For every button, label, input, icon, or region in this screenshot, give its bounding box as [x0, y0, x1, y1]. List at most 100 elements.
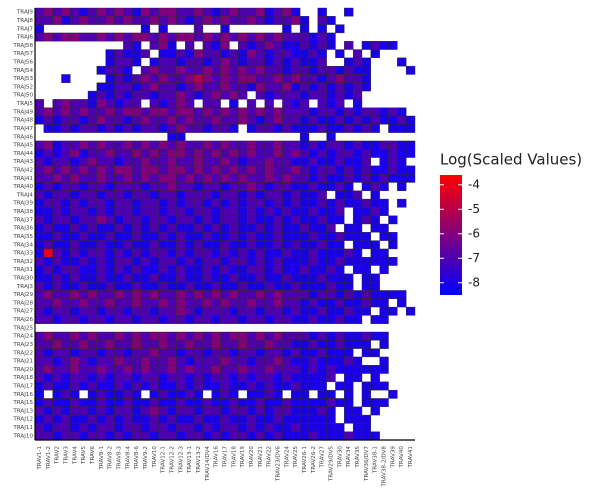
- heat-cell: [185, 298, 195, 308]
- heat-cell: [185, 248, 195, 258]
- heat-cell: [308, 257, 318, 266]
- heat-cell: [238, 190, 248, 200]
- x-tick-label: TRAV41: [408, 446, 414, 469]
- heat-cell: [335, 257, 345, 266]
- heat-cell: [335, 198, 345, 208]
- heat-cell: [52, 182, 62, 191]
- heat-cell: [335, 165, 345, 175]
- heat-cell: [211, 173, 221, 183]
- heat-cell: [105, 198, 115, 208]
- heat-cell: [255, 389, 265, 399]
- heat-cell: [282, 315, 292, 324]
- heat-cell: [149, 331, 159, 341]
- heat-cell: [78, 165, 89, 175]
- heat-cell: [132, 124, 142, 133]
- heat-cell: [273, 356, 283, 366]
- heat-cell: [326, 74, 336, 83]
- heat-cell: [202, 298, 212, 308]
- heat-cell: [291, 157, 301, 167]
- heat-cell: [246, 389, 257, 399]
- heat-cell: [70, 373, 80, 383]
- heat-cell: [255, 49, 265, 59]
- heat-cell: [344, 82, 354, 92]
- heat-cell: [308, 115, 318, 125]
- x-tick-label: TRAV13-2: [196, 446, 202, 474]
- heat-cell: [326, 223, 336, 233]
- heat-cell: [193, 107, 204, 117]
- heat-cell: [87, 173, 98, 183]
- heat-cell: [317, 265, 327, 275]
- heat-cell: [78, 340, 89, 349]
- heat-cell: [238, 149, 248, 158]
- heat-cell: [70, 248, 80, 258]
- heat-cell: [273, 306, 283, 316]
- heat-cell: [114, 257, 124, 266]
- heat-cell: [185, 340, 195, 349]
- heat-cell: [78, 140, 89, 150]
- heat-cell: [43, 149, 53, 158]
- heat-cell: [176, 423, 186, 432]
- heat-cell: [299, 273, 310, 283]
- heat-cell: [211, 356, 221, 366]
- heat-cell: [87, 298, 98, 308]
- heat-cell: [220, 140, 230, 150]
- heat-cell: [326, 356, 336, 366]
- heat-cell: [52, 240, 62, 250]
- heat-cell: [326, 165, 336, 175]
- heat-cell: [317, 124, 327, 133]
- heat-cell: [379, 232, 389, 241]
- heat-cell: [61, 273, 71, 283]
- heat-cell: [114, 389, 124, 399]
- heat-cell: [123, 331, 133, 341]
- heat-cell: [96, 290, 106, 299]
- heat-cell: [185, 215, 195, 225]
- heat-cell: [149, 290, 159, 299]
- heat-cell: [96, 99, 106, 108]
- heat-cell: [105, 157, 115, 167]
- heat-cell: [238, 74, 248, 83]
- heat-cell: [361, 398, 372, 407]
- heat-cell: [370, 365, 380, 374]
- heat-cell: [238, 265, 248, 275]
- heat-cell: [185, 315, 195, 324]
- y-tick-label: TRAJ9: [16, 10, 34, 16]
- heat-cell: [282, 99, 292, 108]
- heat-cell: [246, 298, 257, 308]
- heat-cell: [317, 240, 327, 250]
- heat-cell: [96, 182, 106, 191]
- heat-cell: [220, 182, 230, 191]
- heat-cell: [229, 140, 239, 150]
- heat-cell: [193, 149, 204, 158]
- heat-cell: [149, 190, 159, 200]
- heat-cell: [105, 389, 115, 399]
- heat-cell: [193, 373, 204, 383]
- heat-cell: [167, 232, 177, 241]
- heat-cell: [273, 198, 283, 208]
- heat-cell: [273, 290, 283, 299]
- heat-cell: [388, 240, 398, 250]
- heat-cell: [202, 340, 212, 349]
- heat-cell: [388, 257, 398, 266]
- heat-cell: [87, 431, 98, 441]
- heat-cell: [132, 215, 142, 225]
- heat-cell: [78, 315, 89, 324]
- heat-cell: [123, 281, 133, 291]
- heat-cell: [176, 207, 186, 216]
- heat-cell: [52, 149, 62, 158]
- x-tick-label: TRAV16: [214, 446, 220, 469]
- heat-cell: [193, 306, 204, 316]
- heat-cell: [361, 306, 372, 316]
- heat-cell: [149, 414, 159, 424]
- heat-cell: [114, 356, 124, 366]
- heat-cell: [299, 190, 310, 200]
- heat-cell: [352, 107, 363, 117]
- heat-cell: [167, 198, 177, 208]
- heat-cell: [43, 381, 53, 391]
- heat-cell: [70, 7, 80, 17]
- heat-cell: [299, 215, 310, 225]
- heat-cell: [185, 232, 195, 241]
- heat-cell: [335, 232, 345, 241]
- x-tick-label: TRAV27: [320, 446, 326, 469]
- heat-cell: [158, 232, 168, 241]
- heat-cell: [123, 165, 133, 175]
